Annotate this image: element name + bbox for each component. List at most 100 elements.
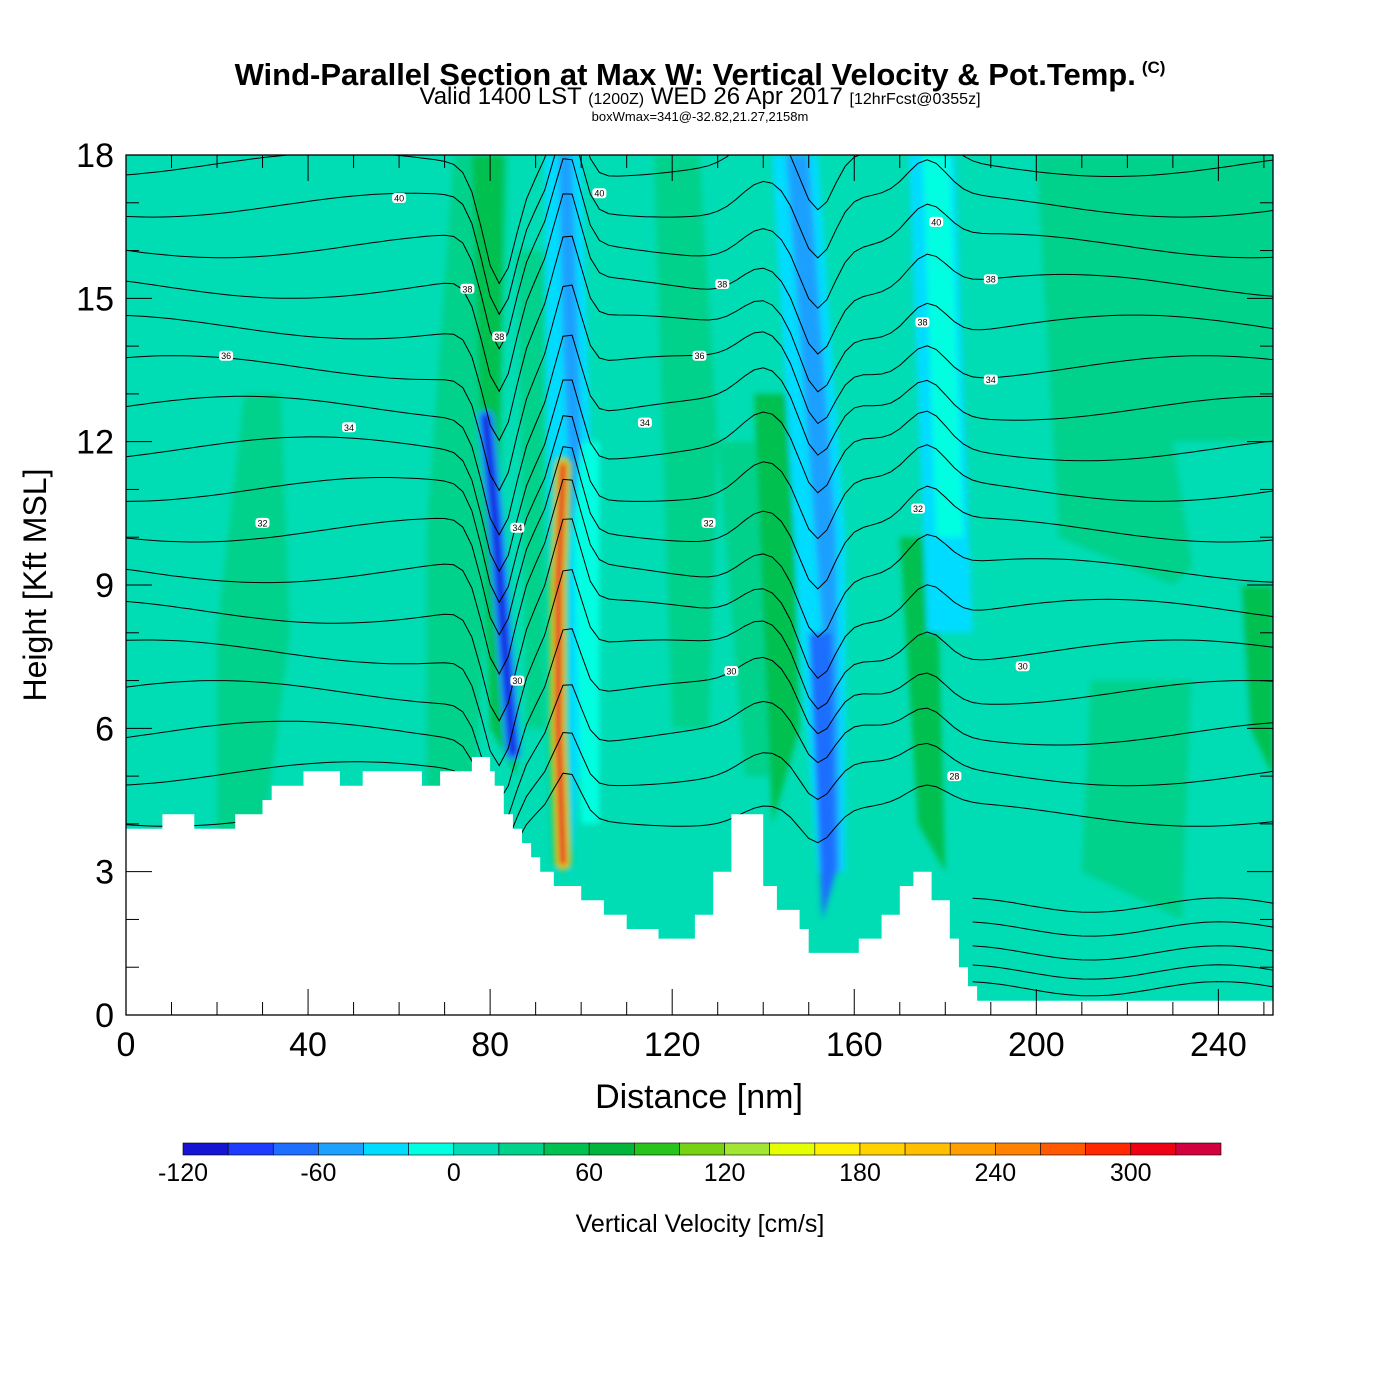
x-axis-label: Distance [nm] (595, 1078, 803, 1116)
theta-contour (972, 897, 1273, 913)
velocity-core (483, 415, 516, 755)
colorbar-tick-label: 0 (447, 1159, 461, 1187)
svg-text:40: 40 (594, 189, 604, 199)
valid-date: WED 26 Apr 2017 (650, 83, 843, 110)
colorbar-swatch (453, 1142, 500, 1156)
colorbar-swatch (588, 1142, 635, 1156)
colorbar-swatch (904, 1142, 951, 1156)
contour-label: 32 (701, 517, 716, 528)
contour-label: 38 (915, 317, 930, 328)
contour-label: 36 (692, 350, 707, 361)
y-tick-label: 6 (95, 710, 114, 748)
colorbar-swatch (1175, 1142, 1222, 1156)
contour-label: 38 (460, 283, 475, 294)
svg-text:40: 40 (394, 194, 404, 204)
plot-area: 40 40 40 38 38 38 38 38 36 36 34 34 34 32 34 32 32 30 30 30… (126, 155, 1273, 1015)
colorbar-swatch (1085, 1142, 1132, 1156)
y-tick-label: 18 (76, 137, 114, 175)
contour-label: 30 (724, 666, 739, 677)
copyright-mark: (C) (1141, 58, 1166, 77)
colorbar-tick-label: 180 (839, 1159, 881, 1187)
colorbar-tick-label: -120 (158, 1159, 208, 1187)
contour-label: 30 (1015, 661, 1030, 672)
velocity-band (754, 393, 800, 824)
velocity-band (968, 346, 1028, 681)
svg-text:36: 36 (694, 351, 704, 361)
velocity-band (808, 632, 836, 920)
velocity-band (654, 155, 718, 729)
theta-contour (126, 155, 1273, 316)
velocity-band (558, 155, 582, 538)
svg-text:34: 34 (640, 418, 650, 428)
theta-contour (126, 569, 1273, 767)
colorbar-swatch (363, 1142, 409, 1156)
valid-prefix: Valid 1400 LST (419, 83, 582, 110)
contour-label: 32 (911, 503, 925, 514)
x-tick-label: 160 (826, 1026, 883, 1064)
colorbar-swatch (814, 1142, 861, 1156)
svg-text:38: 38 (462, 284, 472, 294)
colorbar-swatch (182, 1142, 229, 1156)
theta-contour (126, 446, 1273, 636)
colorbar-swatch (227, 1142, 274, 1156)
colorbar-swatch (408, 1142, 455, 1156)
colorbar-tick-label: 60 (575, 1159, 603, 1187)
terrain-mask (126, 757, 1273, 1015)
x-tick-label: 200 (1008, 1026, 1065, 1064)
colorbar-swatch (498, 1142, 545, 1156)
colorbar-swatch (949, 1142, 996, 1156)
box-wmax-line: boxWmax=341@-32.82,21.27,2158m (591, 109, 809, 124)
svg-text:38: 38 (917, 318, 927, 328)
y-tick-label: 0 (95, 997, 114, 1035)
velocity-band (572, 441, 600, 824)
theta-contour (126, 334, 1273, 536)
theta-contour (126, 379, 1273, 573)
forecast-label: [12hrFcst@0355z] (849, 91, 981, 108)
contour-label: 34 (510, 522, 525, 533)
velocity-core (556, 463, 566, 865)
contour-label: 28 (947, 771, 962, 782)
svg-text:28: 28 (949, 772, 959, 782)
svg-text:38: 38 (494, 332, 504, 342)
contour-label: 40 (929, 216, 944, 227)
colorbar-swatch (1040, 1142, 1086, 1156)
contour-label: 40 (392, 193, 407, 204)
theta-contour (972, 921, 1273, 937)
colorbar-tick-label: 120 (704, 1159, 746, 1187)
theta-contour (126, 478, 1273, 675)
y-tick-label: 3 (95, 854, 114, 892)
theta-contour (126, 155, 1273, 285)
theta-contour (126, 158, 1273, 350)
theta-contour (126, 518, 1273, 722)
svg-text:32: 32 (913, 504, 923, 514)
valid-utc: (1200Z) (588, 91, 645, 108)
x-tick-label: 240 (1190, 1026, 1247, 1064)
colorbar-swatch (995, 1142, 1041, 1156)
contour-label: 34 (342, 422, 356, 433)
svg-text:30: 30 (1018, 662, 1028, 672)
velocity-band (922, 155, 964, 538)
colorbar-tick-label: 240 (974, 1159, 1016, 1187)
svg-text:32: 32 (704, 518, 714, 528)
svg-text:34: 34 (512, 523, 522, 533)
contour-label: 40 (592, 188, 607, 199)
svg-text:36: 36 (221, 351, 231, 361)
colorbar-swatch (633, 1142, 680, 1156)
theta-contour (126, 415, 1273, 604)
velocity-band (217, 393, 290, 848)
colorbar-swatch (724, 1142, 771, 1156)
x-tick-label: 40 (289, 1026, 327, 1064)
colorbar-swatch (272, 1142, 319, 1156)
colorbar: -120 -60 0 60 120 180 240 300 (158, 1142, 1222, 1187)
svg-text:34: 34 (986, 375, 996, 385)
x-tick-label: 0 (117, 1026, 136, 1064)
colorbar-swatch (543, 1142, 590, 1156)
contour-label: 38 (715, 279, 730, 290)
y-axis-label: Height [Kft MSL] (17, 469, 53, 702)
contour-label: 38 (983, 274, 998, 285)
x-tick-label: 120 (644, 1026, 701, 1064)
contour-label: 34 (983, 374, 998, 385)
theta-contour (126, 628, 1273, 802)
velocity-band (326, 155, 390, 824)
